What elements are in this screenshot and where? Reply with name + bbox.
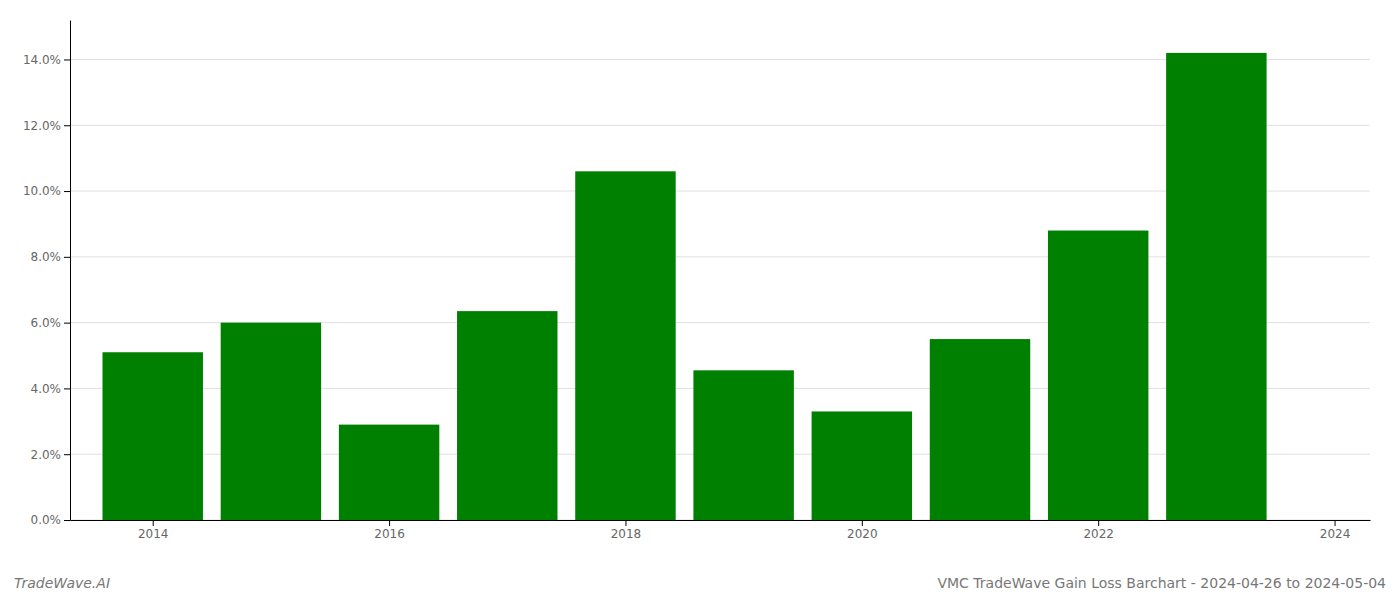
tick-label: 6.0%	[31, 316, 62, 330]
tick-label: 2022	[1083, 527, 1114, 541]
tick-label: 10.0%	[23, 184, 61, 198]
tick-label: 2024	[1320, 527, 1351, 541]
bar	[103, 352, 203, 520]
tick-mark	[64, 59, 70, 60]
tick-mark	[64, 454, 70, 455]
bar	[1166, 53, 1266, 520]
tick: 0.0%	[31, 513, 71, 527]
tick: 2018	[611, 520, 642, 541]
tick-label: 2.0%	[31, 448, 62, 462]
tick-label: 4.0%	[31, 382, 62, 396]
tick-mark	[389, 520, 390, 526]
tick-label: 0.0%	[31, 513, 62, 527]
tick: 2014	[138, 520, 169, 541]
tick-mark	[153, 520, 154, 526]
tick-mark	[1335, 520, 1336, 526]
tick: 8.0%	[31, 250, 71, 264]
plot: 2014 2016 2018 2020 2022 2024 0.0% 2.0% 4.0% 6.0%…	[23, 21, 1371, 541]
bar	[221, 323, 321, 520]
tick-label: 2014	[138, 527, 169, 541]
tick-label: 14.0%	[23, 53, 61, 67]
tick-mark	[64, 125, 70, 126]
tick-mark	[625, 520, 626, 526]
tick-label: 2018	[611, 527, 642, 541]
bar	[930, 339, 1030, 520]
tick: 2020	[847, 520, 878, 541]
bar	[812, 411, 912, 520]
bar	[575, 171, 675, 520]
y-axis: 0.0% 2.0% 4.0% 6.0% 8.0% 10.0% 12.0% 14.0%	[23, 21, 71, 528]
tick-label: 8.0%	[31, 250, 62, 264]
tick-label: 12.0%	[23, 119, 61, 133]
bar	[457, 311, 557, 520]
tick-label: 2016	[374, 527, 405, 541]
tick: 10.0%	[23, 184, 70, 198]
tick: 2.0%	[31, 448, 71, 462]
tick-mark	[64, 388, 70, 389]
chart: 2014 2016 2018 2020 2022 2024 0.0% 2.0% 4.0% 6.0%…	[0, 0, 1400, 600]
bar	[339, 425, 439, 520]
tick-mark	[64, 520, 70, 521]
tick-mark	[1098, 520, 1099, 526]
tick-mark	[64, 191, 70, 192]
tick: 2024	[1320, 520, 1351, 541]
tick: 4.0%	[31, 382, 71, 396]
bar	[693, 370, 793, 520]
tick: 14.0%	[23, 53, 70, 67]
tick-mark	[64, 323, 70, 324]
tick-label: 2020	[847, 527, 878, 541]
bar	[1048, 231, 1148, 520]
tick: 2022	[1083, 520, 1114, 541]
x-axis: 2014 2016 2018 2020 2022 2024	[71, 520, 1371, 541]
tick-mark	[862, 520, 863, 526]
tick: 6.0%	[31, 316, 71, 330]
tick: 12.0%	[23, 119, 70, 133]
title: VMC TradeWave Gain Loss Barchart - 2024-…	[937, 575, 1386, 591]
axis-line	[71, 520, 1371, 521]
axis-line	[70, 21, 71, 521]
watermark: TradeWave.AI	[14, 575, 110, 591]
tick: 2016	[374, 520, 405, 541]
bars	[103, 53, 1267, 520]
tick-mark	[64, 257, 70, 258]
